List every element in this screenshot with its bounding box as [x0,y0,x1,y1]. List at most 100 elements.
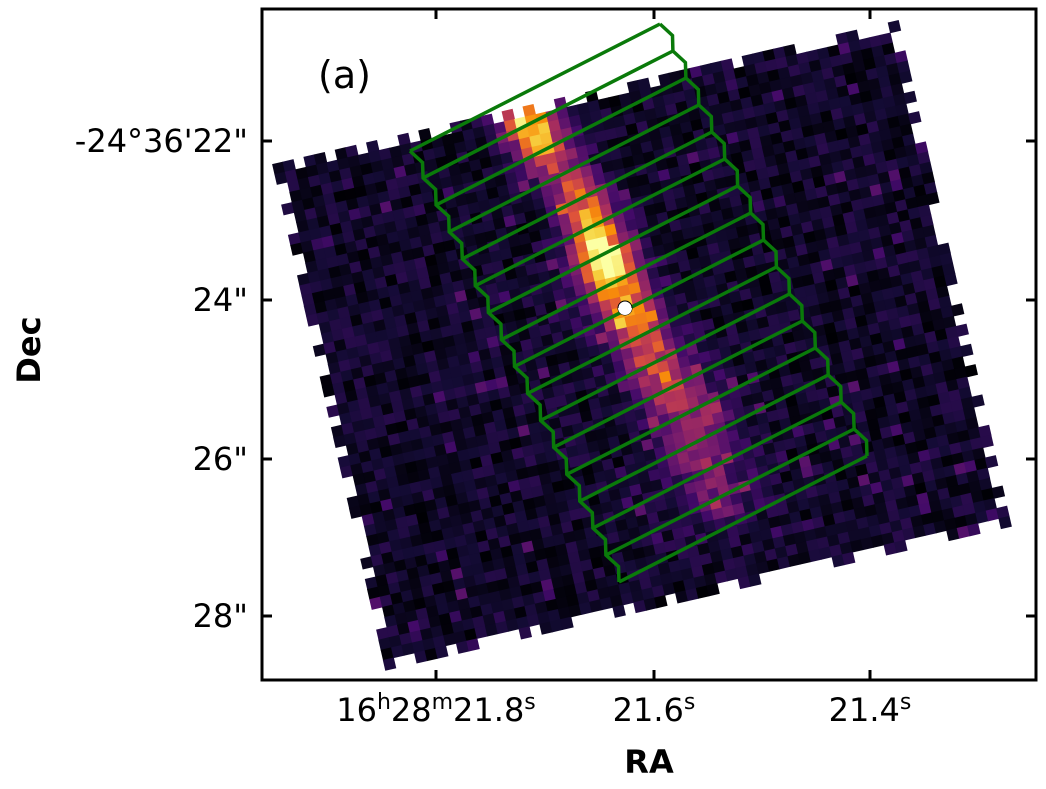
map-pixel [782,235,796,249]
map-pixel [400,589,415,603]
map-pixel [846,327,861,341]
map-pixel [480,507,495,521]
map-pixel [936,434,950,448]
map-pixel [891,136,906,150]
map-pixel [660,476,674,490]
map-pixel [893,486,907,501]
map-pixel [362,172,376,186]
map-pixel [770,132,784,146]
map-pixel [493,121,507,135]
map-pixel [380,402,395,416]
map-pixel [725,227,740,241]
map-pixel [694,479,708,493]
map-pixel [490,600,505,614]
map-pixel [475,189,490,203]
map-pixel [477,199,492,213]
map-pixel [868,375,882,389]
map-pixel [696,489,710,503]
map-pixel [514,510,528,524]
map-pixel [651,340,666,354]
map-pixel [282,159,296,173]
map-pixel [391,549,405,563]
map-pixel [486,484,501,498]
map-pixel [699,552,713,566]
map-pixel [766,313,781,328]
map-pixel [882,489,897,503]
map-pixel [984,455,999,469]
map-pixel [698,350,712,365]
map-pixel [831,64,846,78]
map-pixel [904,388,918,402]
map-pixel [794,339,808,353]
map-pixel [696,244,711,259]
map-pixel [578,208,593,222]
map-pixel [600,405,615,419]
map-pixel [985,508,1000,522]
map-pixel [854,165,868,180]
map-pixel [302,197,316,211]
map-pixel [674,196,689,210]
map-pixel [357,397,372,411]
map-pixel [838,488,853,502]
map-pixel [756,316,770,330]
map-pixel [314,300,328,315]
map-pixel [515,414,529,428]
map-pixel [609,147,623,162]
map-pixel [849,145,864,159]
map-pixel [641,438,655,452]
map-pixel [377,584,391,598]
map-pixel [598,395,612,409]
map-pixel [502,310,517,324]
map-pixel [515,563,529,577]
map-pixel [842,360,857,374]
map-pixel [743,63,758,77]
map-pixel [535,505,549,519]
map-pixel [548,417,563,431]
map-pixel [780,374,794,388]
map-pixel [346,346,360,360]
map-pixel [460,511,474,526]
map-pixel [349,409,363,424]
map-pixel [845,370,859,384]
map-pixel [505,618,520,632]
map-pixel [530,580,544,595]
map-pixel [825,87,840,101]
map-pixel [402,450,416,465]
map-pixel [296,219,310,234]
map-pixel [532,442,546,456]
map-pixel [937,391,952,405]
map-pixel [653,446,668,460]
map-pixel [307,174,322,188]
map-pixel [633,206,647,220]
map-pixel [537,366,551,380]
map-pixel [759,134,774,148]
map-pixel [784,245,798,260]
map-pixel [899,123,914,137]
map-pixel [932,467,947,481]
map-pixel [588,397,602,411]
map-pixel [792,329,806,343]
map-pixel [510,245,524,259]
map-pixel [812,420,826,434]
map-pixel [501,598,515,612]
map-pixel [392,357,407,371]
map-pixel [430,476,444,490]
map-pixel [953,462,967,476]
map-pixel [772,46,787,60]
map-pixel [365,139,380,154]
map-pixel [643,107,658,122]
map-pixel [689,555,703,569]
map-pixel [390,251,405,265]
map-pixel [422,637,436,651]
map-pixel [798,61,812,76]
map-pixel [878,128,893,142]
map-pixel [840,349,855,364]
map-pixel [810,165,824,179]
map-pixel [757,518,772,532]
map-pixel [762,197,777,211]
map-pixel [881,532,895,546]
map-pixel [757,124,771,138]
map-pixel [808,59,823,73]
map-pixel [668,219,683,233]
map-pixel [365,235,379,250]
